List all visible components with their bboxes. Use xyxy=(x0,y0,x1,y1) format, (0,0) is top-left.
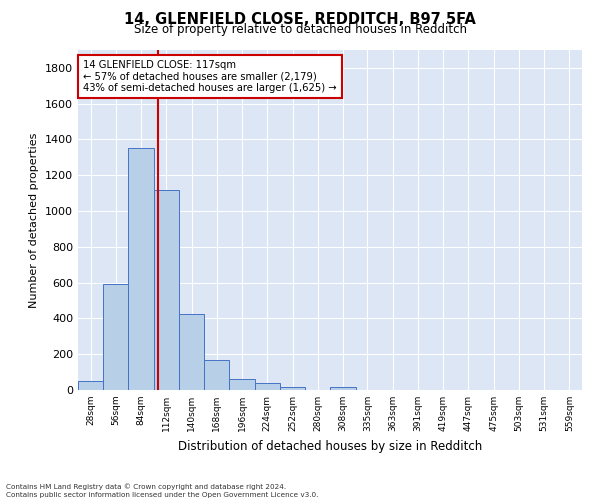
Text: Contains HM Land Registry data © Crown copyright and database right 2024.
Contai: Contains HM Land Registry data © Crown c… xyxy=(6,484,319,498)
Bar xyxy=(128,148,154,390)
Bar xyxy=(78,381,103,390)
Bar xyxy=(255,384,280,390)
Text: 14, GLENFIELD CLOSE, REDDITCH, B97 5FA: 14, GLENFIELD CLOSE, REDDITCH, B97 5FA xyxy=(124,12,476,28)
Bar xyxy=(154,190,179,390)
Y-axis label: Number of detached properties: Number of detached properties xyxy=(29,132,40,308)
Bar xyxy=(179,314,204,390)
Bar xyxy=(103,284,128,390)
Bar xyxy=(204,360,229,390)
Text: Size of property relative to detached houses in Redditch: Size of property relative to detached ho… xyxy=(133,22,467,36)
Bar xyxy=(280,388,305,390)
Bar xyxy=(229,380,255,390)
Text: 14 GLENFIELD CLOSE: 117sqm
← 57% of detached houses are smaller (2,179)
43% of s: 14 GLENFIELD CLOSE: 117sqm ← 57% of deta… xyxy=(83,60,337,94)
X-axis label: Distribution of detached houses by size in Redditch: Distribution of detached houses by size … xyxy=(178,440,482,452)
Bar xyxy=(331,388,356,390)
